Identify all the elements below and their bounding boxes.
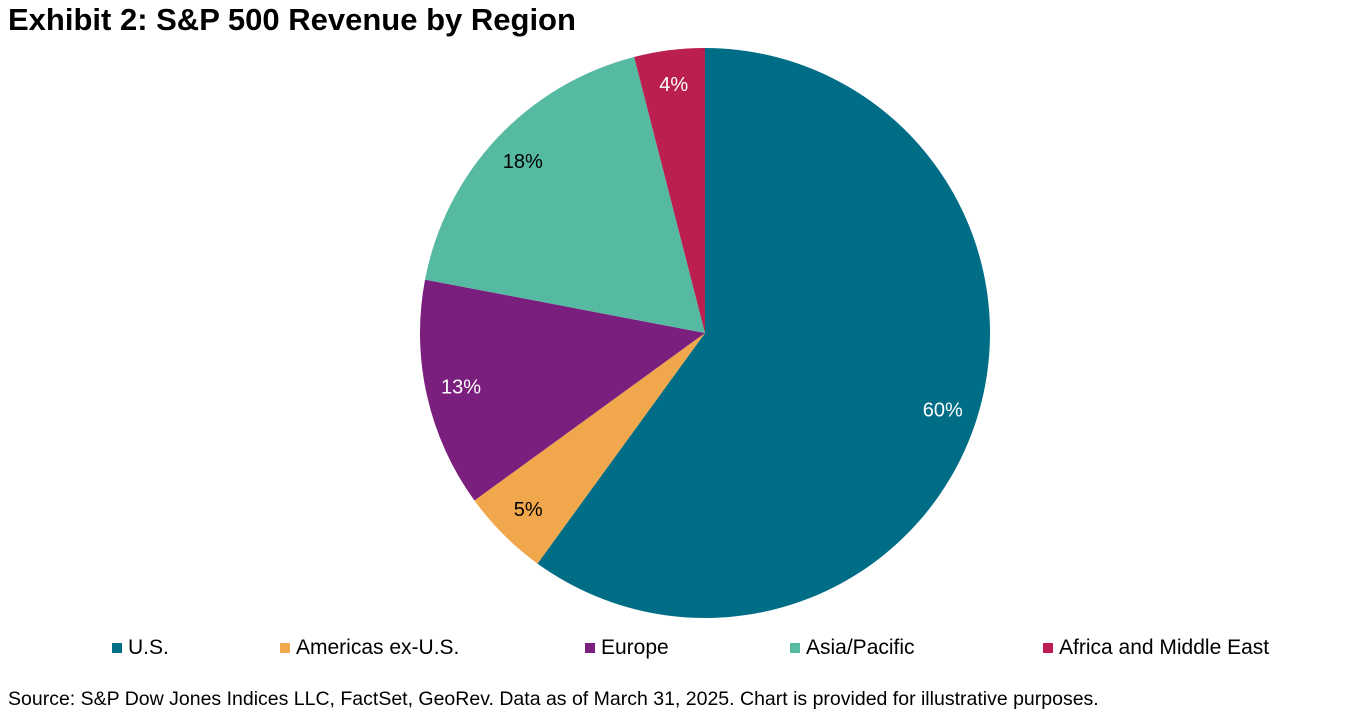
- legend-swatch: [1043, 643, 1053, 653]
- data-label: 5%: [514, 499, 543, 521]
- legend-item: Europe: [585, 636, 669, 660]
- legend-item: Africa and Middle East: [1043, 636, 1269, 660]
- legend-swatch: [280, 643, 290, 653]
- pie-slice-u-s-: [537, 48, 991, 618]
- data-label: 13%: [441, 377, 481, 399]
- legend-swatch: [112, 643, 122, 653]
- data-label: 60%: [923, 399, 963, 421]
- pie-slice-africa-and-middle-east: [634, 48, 705, 333]
- data-label: 18%: [503, 151, 543, 173]
- legend-label: U.S.: [128, 636, 169, 659]
- chart-title: Exhibit 2: S&P 500 Revenue by Region: [8, 2, 576, 37]
- legend-item: U.S.: [112, 636, 169, 660]
- legend-swatch: [585, 643, 595, 653]
- pie-slice-americas-ex-u-s-: [474, 333, 705, 564]
- source-note: Source: S&P Dow Jones Indices LLC, FactS…: [8, 688, 1099, 710]
- legend-item: Americas ex-U.S.: [280, 636, 459, 660]
- pie-slice-asia-pacific: [425, 56, 705, 334]
- pie-chart: 60% 5% 13% 18% 4%: [420, 48, 991, 618]
- data-label: 4%: [659, 74, 688, 96]
- legend-label: Europe: [601, 636, 669, 659]
- legend-item: Asia/Pacific: [790, 636, 915, 660]
- legend-label: Africa and Middle East: [1059, 636, 1270, 659]
- legend-swatch: [790, 643, 800, 653]
- legend-label: Asia/Pacific: [806, 636, 915, 659]
- legend: U.S. Americas ex-U.S. Europe Asia/Pacific Af…: [0, 636, 1359, 662]
- legend-label: Americas ex-U.S.: [296, 636, 460, 659]
- pie-slice-europe: [420, 279, 705, 501]
